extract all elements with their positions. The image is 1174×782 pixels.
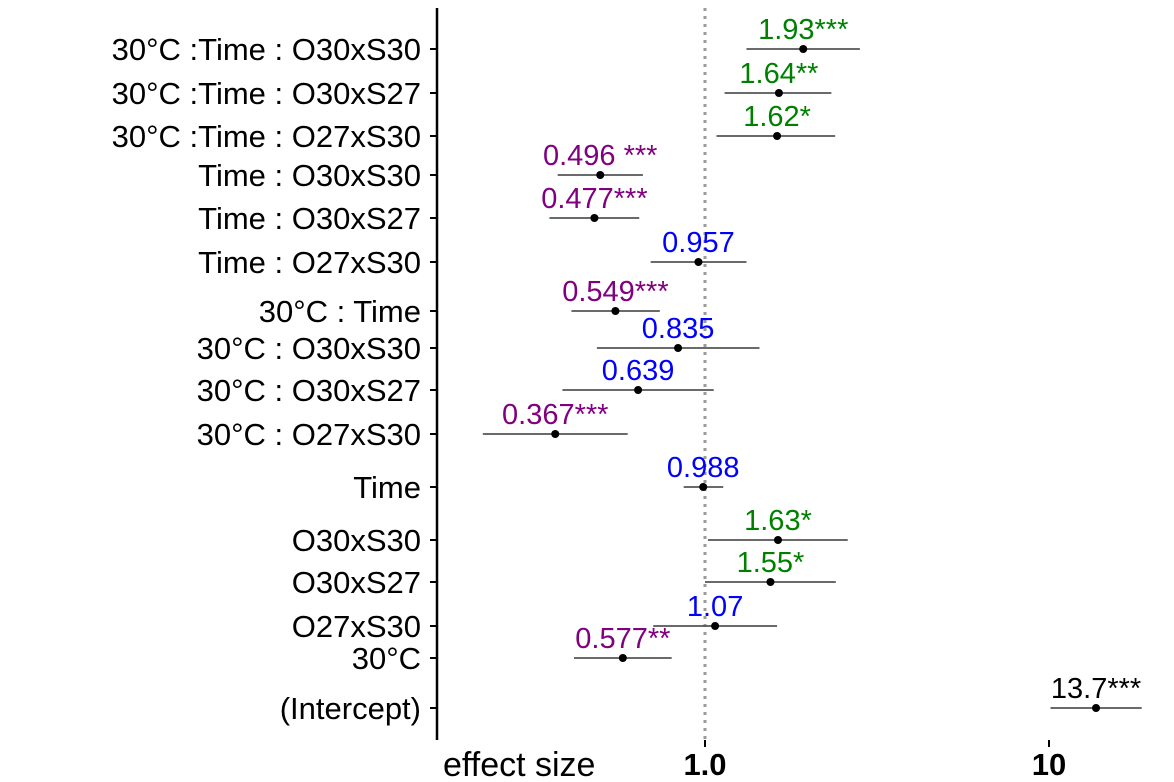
estimate-label: 0.957 — [662, 227, 735, 259]
estimate-point — [551, 430, 560, 438]
estimate-point — [1092, 704, 1101, 712]
forest-row: 30°C :Time : O30xS30 1.93*** — [112, 14, 860, 67]
term-label: Time : O30xS27 — [198, 201, 421, 236]
term-label: Time — [353, 470, 421, 505]
term-label: 30°C — [352, 641, 421, 676]
estimate-label: 0.577** — [575, 623, 670, 655]
forest-row: 30°C :Time : O30xS27 1.64** — [112, 58, 832, 111]
forest-row: O30xS27 1.55* — [292, 547, 836, 600]
estimate-label: 1.62* — [743, 101, 811, 133]
estimate-point — [611, 307, 620, 315]
forest-row: Time : O30xS30 0.496 *** — [198, 140, 657, 193]
forest-row: O30xS30 1.63* — [292, 505, 848, 558]
estimate-label: 0.496 *** — [543, 140, 658, 172]
estimate-point — [766, 578, 775, 586]
forest-row: 30°C : O30xS30 0.835 — [197, 313, 760, 366]
term-label: 30°C :Time : O30xS27 — [112, 76, 421, 111]
term-label: O30xS27 — [292, 565, 421, 600]
term-label: O27xS30 — [292, 609, 421, 644]
forest-row: 30°C : O30xS27 0.639 — [197, 355, 714, 408]
term-label: 30°C : O30xS27 — [197, 373, 421, 408]
forest-row: Time 0.988 — [353, 452, 739, 505]
term-label: (Intercept) — [280, 691, 421, 726]
estimate-point — [634, 386, 643, 394]
forest-row: 30°C : O27xS30 0.367*** — [197, 399, 628, 452]
term-label: 30°C :Time : O30xS30 — [112, 32, 421, 67]
term-label: Time : O27xS30 — [198, 245, 421, 280]
estimate-label: 1.63* — [744, 505, 812, 537]
term-label: 30°C :Time : O27xS30 — [112, 119, 421, 154]
estimate-point — [674, 344, 683, 352]
estimate-label: 13.7*** — [1051, 673, 1141, 705]
estimate-point — [711, 622, 720, 630]
estimate-label: 0.639 — [602, 355, 675, 387]
term-label: 30°C : O30xS30 — [197, 331, 421, 366]
term-label: O30xS30 — [292, 523, 421, 558]
estimate-point — [618, 654, 627, 662]
estimate-label: 0.367*** — [502, 399, 608, 431]
estimate-label: 1.07 — [687, 591, 743, 623]
forest-row: Time : O30xS27 0.477*** — [198, 183, 647, 236]
estimate-point — [773, 132, 782, 140]
x-axis-title: effect size — [443, 746, 595, 782]
estimate-point — [694, 258, 703, 266]
forest-row: 30°C 0.577** — [352, 623, 672, 676]
estimate-label: 0.477*** — [541, 183, 647, 215]
estimate-label: 1.93*** — [758, 14, 848, 46]
forest-row: O27xS30 1.07 — [292, 591, 778, 644]
estimate-label: 0.835 — [642, 313, 715, 345]
forest-row: 30°C : Time 0.549*** — [259, 276, 669, 329]
estimate-point — [596, 171, 605, 179]
x-axis-ticks: 1.0 10 — [683, 740, 1066, 782]
estimate-label: 0.988 — [667, 452, 740, 484]
x-tick-label: 1.0 — [683, 747, 726, 782]
term-label: 30°C : Time — [259, 294, 421, 329]
x-tick-label: 10 — [1032, 747, 1066, 782]
term-label: Time : O30xS30 — [198, 158, 421, 193]
forest-row: Time : O27xS30 0.957 — [198, 227, 747, 280]
forest-row: 30°C :Time : O27xS30 1.62* — [112, 101, 836, 154]
estimate-point — [799, 45, 808, 53]
estimate-label: 1.64** — [739, 58, 818, 90]
estimate-point — [590, 214, 599, 222]
estimate-point — [774, 89, 783, 97]
forest-row: (Intercept) 13.7*** — [280, 673, 1142, 726]
estimate-label: 1.55* — [737, 547, 805, 579]
estimate-point — [699, 483, 708, 491]
estimate-label: 0.549*** — [562, 276, 668, 308]
term-label: 30°C : O27xS30 — [197, 417, 421, 452]
estimate-point — [773, 536, 782, 544]
